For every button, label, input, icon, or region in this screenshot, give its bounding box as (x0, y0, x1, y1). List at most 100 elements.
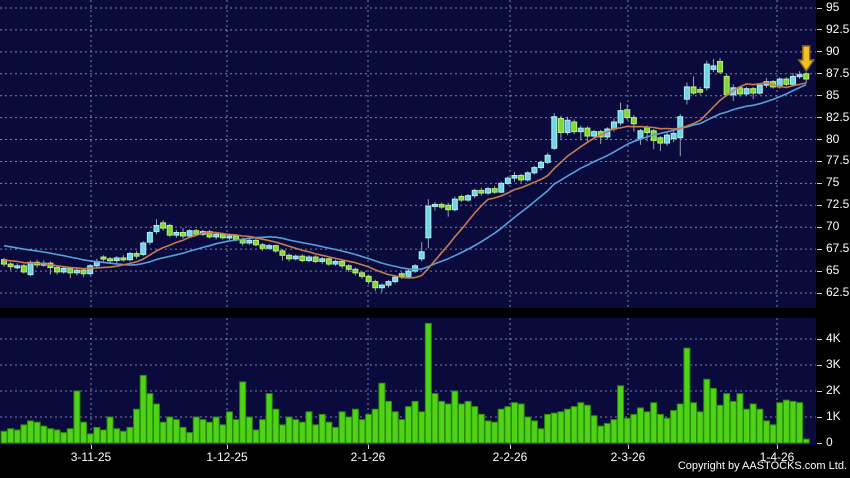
candle (584, 127, 591, 137)
volume-bar (431, 393, 439, 444)
volume-bar (371, 408, 379, 444)
candle (445, 204, 452, 211)
volume-bar (524, 416, 532, 444)
candle (531, 167, 538, 174)
candle (465, 195, 472, 201)
volume-bar (550, 412, 558, 444)
price-tick-label: 90 (826, 43, 840, 58)
candle (100, 256, 107, 260)
volume-bar (292, 419, 300, 444)
volume-bar (782, 399, 790, 444)
price-tick-label: 62.5 (826, 285, 850, 299)
volume-bar (630, 413, 638, 444)
date-tick (777, 445, 778, 449)
candle (690, 86, 697, 94)
price-tick (817, 270, 822, 272)
volume-bar (245, 416, 253, 444)
price-tick-label: 75 (826, 175, 840, 190)
volume-bar (166, 416, 174, 444)
candle (803, 73, 810, 80)
volume-bar (511, 402, 519, 444)
candle (153, 224, 160, 233)
volume-bar (484, 420, 492, 444)
volume-bar (537, 428, 545, 444)
candle (372, 281, 379, 289)
candle (617, 110, 624, 124)
volume-bar (265, 393, 273, 444)
candle (332, 260, 339, 265)
candle (7, 263, 14, 268)
candle (146, 231, 153, 243)
volume-tick (817, 338, 822, 340)
date-tick (510, 445, 511, 449)
candle (392, 276, 399, 283)
volume-bar (312, 424, 320, 444)
volume-tick (817, 416, 822, 418)
volume-bar (365, 413, 373, 444)
volume-bar (199, 419, 207, 444)
candle (219, 233, 226, 239)
volume-bar (60, 432, 68, 444)
date-tick (628, 445, 629, 449)
volume-bar (769, 424, 777, 444)
candle (286, 254, 293, 260)
volume-bar (385, 400, 393, 444)
volume-bar (325, 421, 333, 444)
date-tick-label: 1-4-26 (759, 450, 795, 464)
candle (160, 222, 167, 229)
candle (107, 258, 114, 262)
volume-bar (99, 429, 107, 444)
candle (27, 261, 34, 276)
volume-bar (477, 413, 485, 444)
candle (538, 161, 545, 169)
volume-bar (272, 408, 280, 444)
volume-bar (404, 406, 412, 444)
candle (272, 245, 279, 252)
volume-bar (318, 413, 326, 444)
candle (425, 205, 432, 239)
candle (783, 78, 790, 85)
volume-bar (239, 381, 247, 444)
volume-bar (73, 390, 81, 444)
volume-bar (7, 428, 15, 444)
volume-bar (557, 411, 565, 444)
volume-bar (113, 428, 121, 444)
candle (246, 239, 253, 244)
volume-bar (179, 426, 187, 444)
volume-bar (703, 378, 711, 444)
price-tick (817, 292, 822, 294)
candle (1, 259, 7, 265)
volume-bar (776, 402, 784, 444)
volume-bar (259, 419, 267, 444)
price-tick-label: 80 (826, 131, 840, 146)
candle (325, 258, 332, 265)
volume-bar (13, 429, 21, 444)
volume-bar (285, 416, 293, 444)
date-tick (368, 445, 369, 449)
candle (80, 269, 87, 275)
volume-bar (298, 421, 306, 444)
volume-bar (464, 400, 472, 444)
volume-tick-label: 2K (826, 383, 841, 397)
volume-bar (172, 419, 180, 444)
volume-bar (20, 424, 28, 444)
price-tick (817, 7, 822, 9)
volume-bar (451, 390, 459, 444)
candle (412, 265, 419, 272)
candle (670, 132, 677, 140)
volume-bar (610, 419, 618, 444)
volume-bar (119, 430, 127, 444)
candle (471, 189, 478, 197)
volume-bar (749, 403, 757, 444)
volume-bar (802, 438, 810, 444)
candle (352, 268, 359, 274)
candle (624, 109, 631, 119)
price-tick (817, 182, 822, 184)
candle (644, 126, 651, 134)
volume-bar (278, 424, 286, 444)
candle (312, 256, 319, 262)
volume-bar (564, 408, 572, 444)
candle (518, 174, 525, 181)
price-tick (817, 95, 822, 97)
